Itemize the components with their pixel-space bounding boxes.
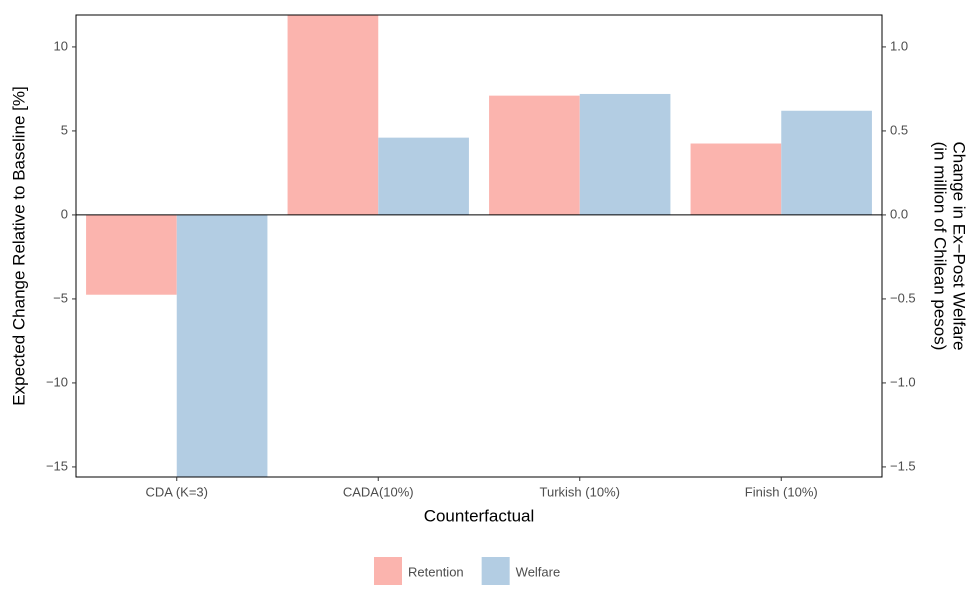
x-tick-label: CDA (K=3)	[146, 484, 209, 499]
bar	[86, 214, 177, 295]
y2-tick-label: −1.0	[890, 374, 916, 389]
bar	[378, 137, 469, 215]
y-tick-label: 10	[54, 38, 68, 53]
y2-tick-label: −1.5	[890, 458, 916, 473]
y-tick-label: 5	[61, 122, 68, 137]
x-tick-label: Turkish (10%)	[540, 484, 620, 499]
y-tick-label: −15	[46, 458, 68, 473]
x-tick-label: Finish (10%)	[745, 484, 818, 499]
y-tick-label: −10	[46, 374, 68, 389]
bar	[781, 110, 872, 215]
y-tick-label: 0	[61, 206, 68, 221]
bar	[287, 15, 379, 215]
legend-swatch	[374, 557, 402, 585]
y2-tick-label: −0.5	[890, 290, 916, 305]
bars	[86, 15, 872, 477]
legend-label: Retention	[408, 564, 464, 579]
x-axis-title: Counterfactual	[424, 506, 535, 525]
y2-axis-title: (in million of Chilean pesos)	[931, 142, 950, 351]
y2-tick-label: 0.5	[890, 122, 908, 137]
y2-tick-label: 1.0	[890, 38, 908, 53]
bar	[690, 143, 782, 215]
bar	[489, 95, 580, 215]
y-tick-label: −5	[53, 290, 68, 305]
y-axis-title: Expected Change Relative to Baseline [%]	[9, 86, 28, 405]
x-tick-label: CADA(10%)	[343, 484, 414, 499]
y2-axis-title: Change in Ex−Post Welfare	[950, 142, 969, 351]
legend-swatch	[481, 557, 510, 585]
legend-label: Welfare	[516, 564, 561, 579]
bar	[579, 93, 671, 215]
y2-tick-label: 0.0	[890, 206, 908, 221]
panel-border	[75, 14, 883, 478]
bar	[176, 214, 268, 477]
